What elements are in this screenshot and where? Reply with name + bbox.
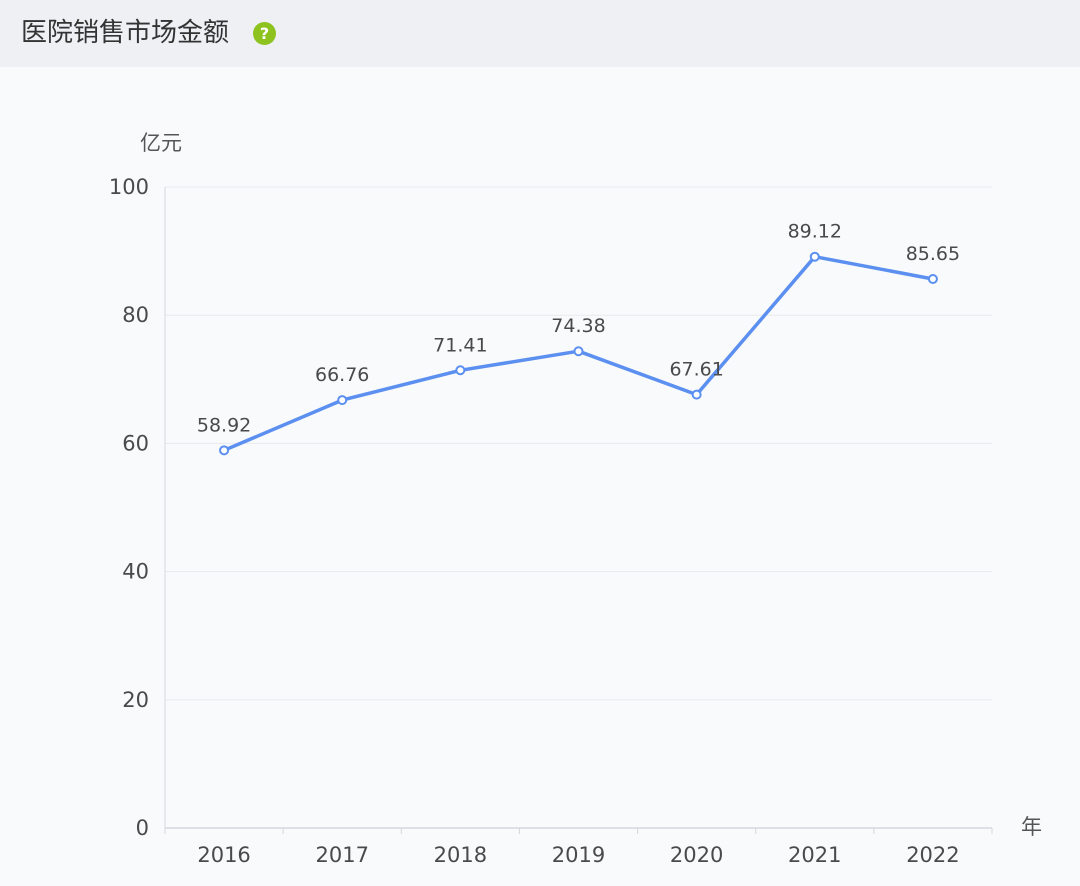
axes: 0 20 40 60 80 100 2016 2017 2018 2019 2020 2021 2022 <box>109 175 993 867</box>
x-tick-label: 2020 <box>670 843 723 867</box>
x-tick-label: 2022 <box>906 843 959 867</box>
data-point[interactable] <box>573 346 584 357</box>
data-label: 85.65 <box>906 243 960 265</box>
y-tick-label: 20 <box>122 688 149 712</box>
y-tick-label: 100 <box>109 175 149 199</box>
data-labels: 58.92 66.76 71.41 74.38 67.61 89.12 85.65 <box>197 221 960 437</box>
y-tick-label: 60 <box>122 431 149 455</box>
x-tick-label: 2021 <box>788 843 841 867</box>
line-chart: 0 20 40 60 80 100 2016 2017 2018 2019 2020 2021 2022… <box>109 131 1042 867</box>
y-tick-label: 0 <box>136 816 149 840</box>
x-tick-label: 2018 <box>434 843 487 867</box>
grid-lines <box>165 186 992 701</box>
data-label: 89.12 <box>788 221 842 243</box>
x-tick-label: 2019 <box>552 843 605 867</box>
y-tick-label: 40 <box>122 560 149 584</box>
data-point[interactable] <box>455 365 466 376</box>
data-point[interactable] <box>809 251 820 262</box>
data-point[interactable] <box>219 445 230 456</box>
data-point[interactable] <box>337 395 348 406</box>
chart-header: 医院销售市场金额 ? <box>0 0 1080 67</box>
y-axis-unit-label: 亿元 <box>140 131 182 155</box>
x-tick-label: 2016 <box>197 843 250 867</box>
data-label: 67.61 <box>669 359 723 381</box>
question-circle-icon[interactable]: ? <box>253 22 276 45</box>
chart-title: 医院销售市场金额 <box>21 18 230 48</box>
chart-area: 0 20 40 60 80 100 2016 2017 2018 2019 2020 2021 2022… <box>0 67 1080 886</box>
data-label: 71.41 <box>433 334 487 356</box>
data-label: 66.76 <box>315 364 369 386</box>
x-tick-label: 2017 <box>315 843 368 867</box>
data-label: 74.38 <box>551 315 605 337</box>
data-label: 58.92 <box>197 414 251 436</box>
data-point[interactable] <box>927 273 938 284</box>
data-points <box>219 251 938 456</box>
y-tick-label: 80 <box>122 303 149 327</box>
data-point[interactable] <box>691 389 702 400</box>
x-axis-unit-label: 年 <box>1021 815 1042 839</box>
